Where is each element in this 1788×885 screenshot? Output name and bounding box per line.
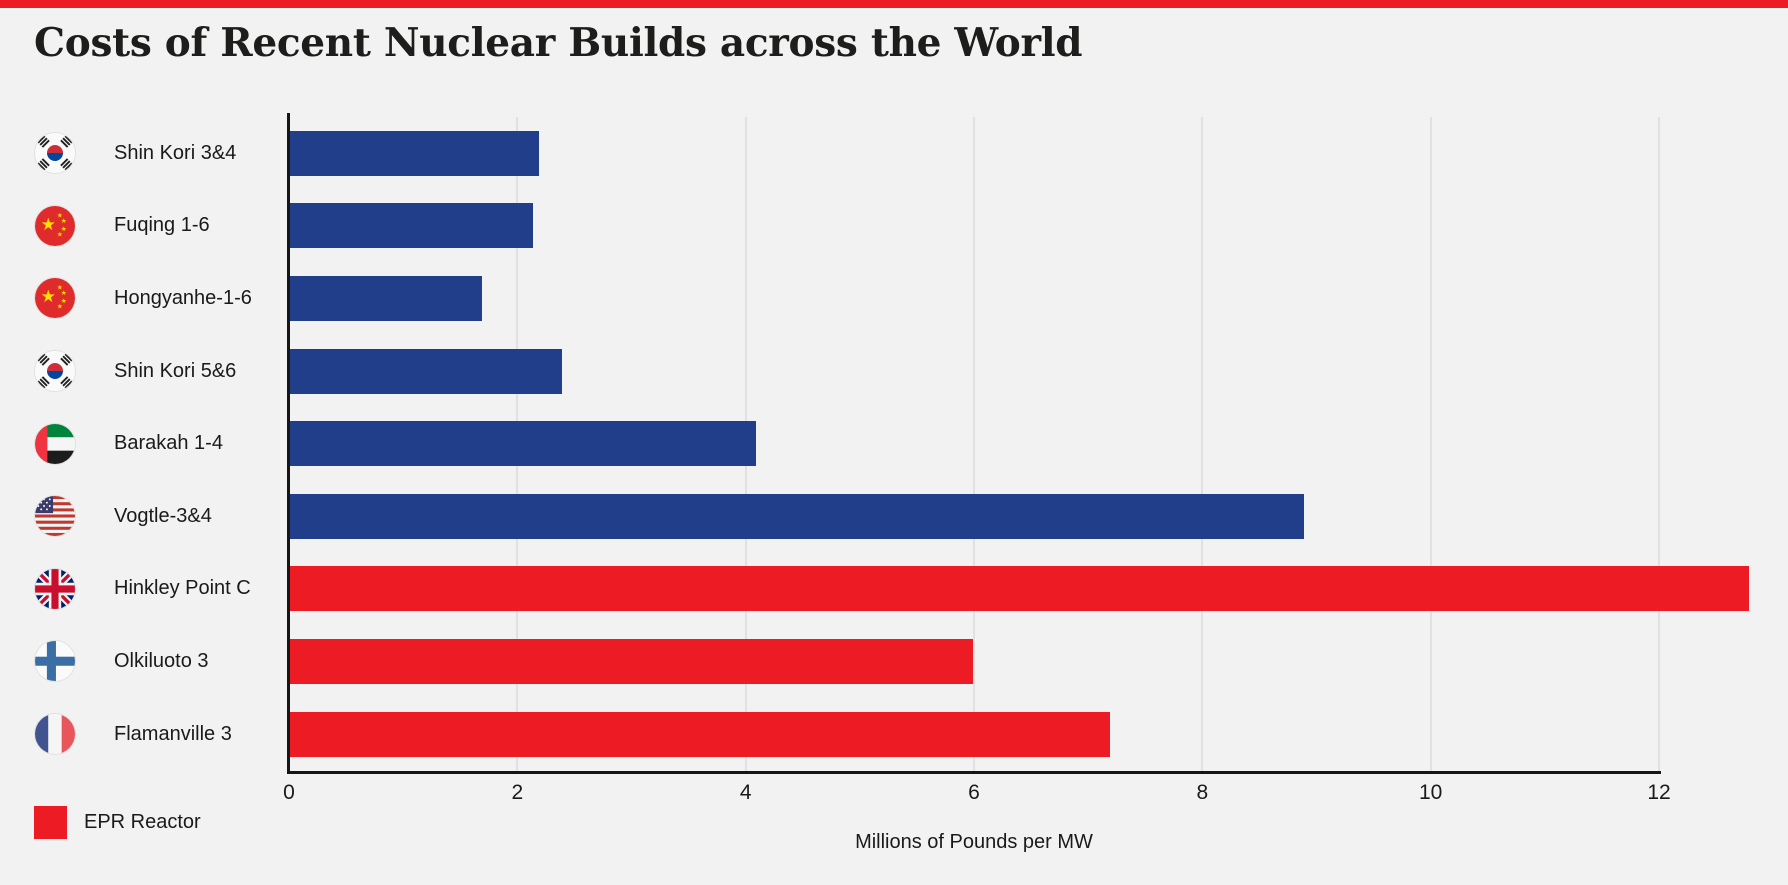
- bar: [288, 130, 540, 176]
- bar-cell: [288, 421, 1788, 467]
- y-axis-line: [287, 113, 290, 774]
- category-label: Barakah 1-4: [114, 432, 223, 455]
- svg-text:★: ★: [57, 303, 63, 311]
- bar: [288, 348, 562, 394]
- category-label: Shin Kori 3&4: [114, 141, 237, 164]
- x-tick-label: 12: [1647, 781, 1671, 804]
- flag-usa-icon: [34, 495, 76, 538]
- svg-text:★: ★: [41, 287, 56, 307]
- x-tick-labels: 0 2 4 6 8 10 12: [283, 781, 1671, 809]
- bar: [288, 275, 483, 321]
- bar-epr: [288, 566, 1750, 612]
- gridline: [1201, 117, 1204, 771]
- x-tick-label: 8: [1196, 781, 1209, 804]
- svg-text:★: ★: [57, 284, 63, 292]
- legend-label: EPR Reactor: [84, 811, 201, 833]
- x-axis-line: [287, 771, 1661, 774]
- gridline: [973, 117, 975, 771]
- category-label: Flamanville 3: [114, 722, 232, 745]
- bar-cell: [288, 130, 1788, 176]
- chart-row: Olkiluoto 3: [0, 625, 1788, 698]
- gridline: [1658, 117, 1660, 771]
- x-axis-label: Millions of Pounds per MW: [855, 831, 1093, 853]
- bar-cell: [288, 348, 1788, 394]
- bar-cell: [288, 203, 1788, 249]
- svg-text:★: ★: [41, 215, 56, 235]
- category-label: Hinkley Point C: [114, 577, 251, 600]
- flag-uae-icon: [34, 422, 76, 465]
- x-tick-label: 10: [1418, 781, 1443, 804]
- category-label: Shin Kori 5&6: [114, 359, 237, 382]
- flag-france-icon: [34, 713, 76, 756]
- bar-cell: [288, 275, 1788, 321]
- x-tick-label: 2: [511, 781, 524, 804]
- gridline: [1429, 117, 1432, 771]
- bar-epr: [288, 638, 973, 684]
- bar: [288, 493, 1305, 539]
- top-accent-bar: [0, 0, 1788, 8]
- bar-cell: [288, 638, 1788, 684]
- chart-row: Shin Kori 5&6: [0, 335, 1788, 408]
- flag-finland-icon: [34, 640, 76, 683]
- flag-uk-icon: [34, 567, 76, 610]
- bar-cell: [288, 566, 1788, 612]
- legend-swatch-epr: [34, 806, 67, 839]
- bar-cell: [288, 711, 1788, 757]
- x-tick-label: 6: [968, 781, 980, 804]
- svg-text:★: ★: [61, 217, 67, 225]
- category-label: Hongyanhe-1-6: [114, 286, 252, 309]
- flag-south-korea-icon: [34, 350, 76, 393]
- bar-cell: [288, 493, 1788, 539]
- svg-text:★: ★: [61, 297, 67, 305]
- bar-epr: [288, 711, 1110, 757]
- chart-row: ★ ★ ★ ★ ★ Hongyanhe-1-6: [0, 262, 1788, 335]
- svg-text:★: ★: [57, 230, 63, 238]
- chart-row: Vogtle-3&4: [0, 480, 1788, 553]
- chart-rows: Shin Kori 3&4 ★ ★ ★ ★ ★ Fuqing 1-6 ★ ★ ★ ★ ★ Hongyan…: [0, 117, 1788, 770]
- flag-china-icon: ★ ★ ★ ★ ★: [34, 277, 76, 320]
- chart-row: Barakah 1-4: [0, 407, 1788, 480]
- chart-row: ★ ★ ★ ★ ★ Fuqing 1-6: [0, 190, 1788, 263]
- x-tick-label: 4: [739, 781, 752, 804]
- flag-south-korea-icon: [34, 132, 76, 175]
- category-label: Olkiluoto 3: [114, 649, 209, 672]
- bar: [288, 421, 757, 467]
- category-label: Fuqing 1-6: [114, 214, 210, 237]
- chart-row: Flamanville 3: [0, 698, 1788, 771]
- chart-title: Costs of Recent Nuclear Builds across th…: [34, 20, 1083, 66]
- chart-row: Hinkley Point C: [0, 553, 1788, 626]
- category-label: Vogtle-3&4: [114, 504, 212, 527]
- chart-row: Shin Kori 3&4: [0, 117, 1788, 190]
- x-tick-label: 0: [283, 781, 295, 804]
- flag-china-icon: ★ ★ ★ ★ ★: [34, 204, 76, 247]
- svg-text:★: ★: [61, 290, 67, 298]
- svg-text:★: ★: [61, 225, 67, 233]
- svg-text:★: ★: [57, 211, 63, 219]
- bar: [288, 203, 534, 249]
- legend: EPR Reactor: [34, 806, 201, 839]
